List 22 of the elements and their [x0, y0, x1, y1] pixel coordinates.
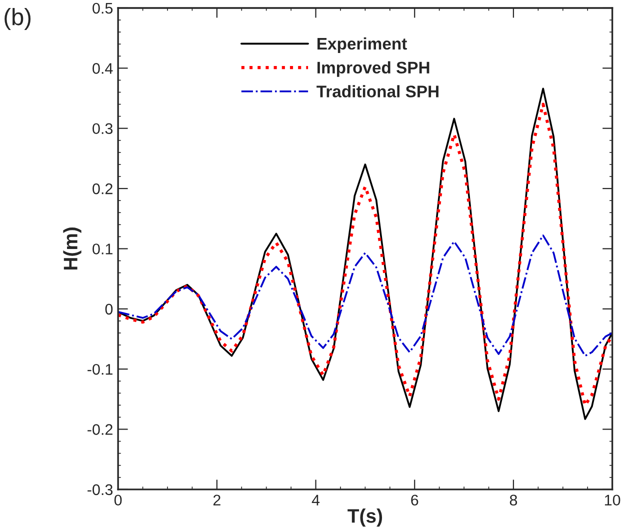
x-tick-label: 0 — [114, 494, 122, 506]
legend-label: Improved SPH — [318, 61, 430, 77]
x-tick-label: 6 — [411, 494, 418, 506]
y-tick-label: -0.1 — [88, 364, 112, 375]
y-tick-label: 0.4 — [92, 63, 113, 74]
y-tick-label: 0 — [105, 304, 113, 315]
y-tick-label: -0.3 — [88, 484, 113, 496]
legend-label: Experiment — [318, 37, 407, 53]
x-tick-label: 4 — [312, 494, 320, 506]
y-axis-title: H(m) — [63, 228, 82, 270]
x-tick-label: 2 — [213, 494, 220, 506]
y-tick-label: 0.1 — [92, 244, 112, 254]
x-axis-title: T(s) — [348, 508, 382, 527]
y-tick-label: 0.5 — [92, 2, 113, 14]
legend-label: Traditional SPH — [316, 85, 438, 98]
x-tick-label: 8 — [510, 494, 518, 506]
y-tick-label: -0.2 — [88, 424, 112, 435]
y-tick-label: 0.3 — [92, 123, 113, 134]
line-series — [118, 234, 612, 357]
y-tick-label: 0.2 — [92, 183, 112, 194]
text: (b) — [4, 8, 31, 30]
x-tick-label: 10 — [604, 494, 620, 506]
